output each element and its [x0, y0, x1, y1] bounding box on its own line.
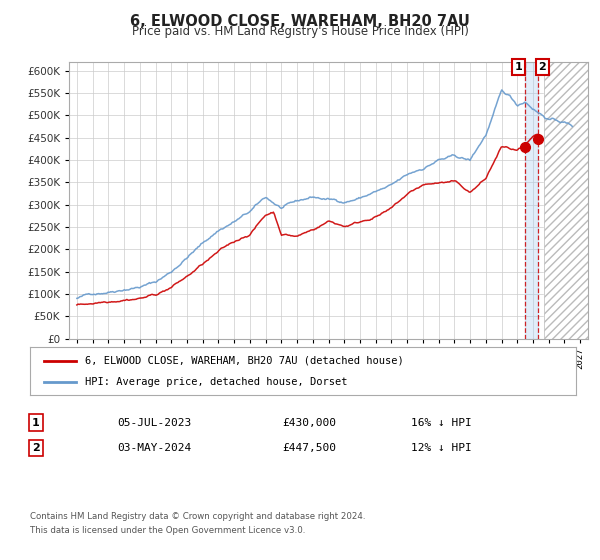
Text: This data is licensed under the Open Government Licence v3.0.: This data is licensed under the Open Gov…	[30, 526, 305, 535]
Text: Price paid vs. HM Land Registry's House Price Index (HPI): Price paid vs. HM Land Registry's House …	[131, 25, 469, 38]
Text: 1: 1	[32, 418, 40, 428]
Bar	[544, 62, 588, 339]
Bar	[525, 62, 538, 339]
Text: HPI: Average price, detached house, Dorset: HPI: Average price, detached house, Dors…	[85, 377, 347, 388]
Text: 05-JUL-2023: 05-JUL-2023	[117, 418, 191, 428]
Text: 03-MAY-2024: 03-MAY-2024	[117, 443, 191, 453]
Text: 6, ELWOOD CLOSE, WAREHAM, BH20 7AU: 6, ELWOOD CLOSE, WAREHAM, BH20 7AU	[130, 14, 470, 29]
Text: 12% ↓ HPI: 12% ↓ HPI	[411, 443, 472, 453]
Text: 6, ELWOOD CLOSE, WAREHAM, BH20 7AU (detached house): 6, ELWOOD CLOSE, WAREHAM, BH20 7AU (deta…	[85, 356, 403, 366]
Text: £430,000: £430,000	[282, 418, 336, 428]
Text: 2: 2	[32, 443, 40, 453]
Text: 1: 1	[515, 62, 523, 72]
Bar	[544, 62, 588, 339]
Text: 2: 2	[539, 62, 546, 72]
Text: Contains HM Land Registry data © Crown copyright and database right 2024.: Contains HM Land Registry data © Crown c…	[30, 512, 365, 521]
Text: 16% ↓ HPI: 16% ↓ HPI	[411, 418, 472, 428]
Text: £447,500: £447,500	[282, 443, 336, 453]
